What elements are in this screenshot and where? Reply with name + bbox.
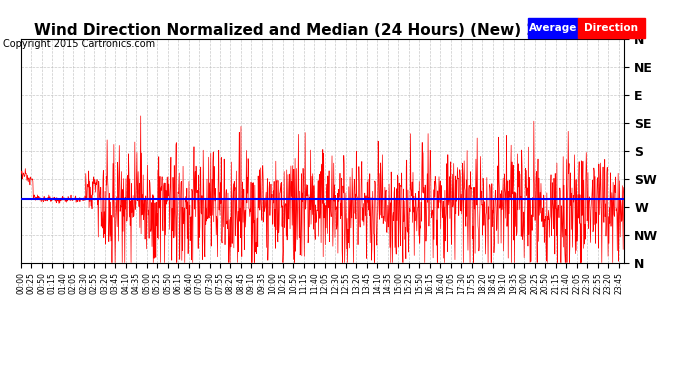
Text: Copyright 2015 Cartronics.com: Copyright 2015 Cartronics.com <box>3 39 155 50</box>
Text: Average: Average <box>529 23 577 33</box>
Title: Wind Direction Normalized and Median (24 Hours) (New) 20150301: Wind Direction Normalized and Median (24… <box>34 23 611 38</box>
Text: Direction: Direction <box>584 23 638 33</box>
